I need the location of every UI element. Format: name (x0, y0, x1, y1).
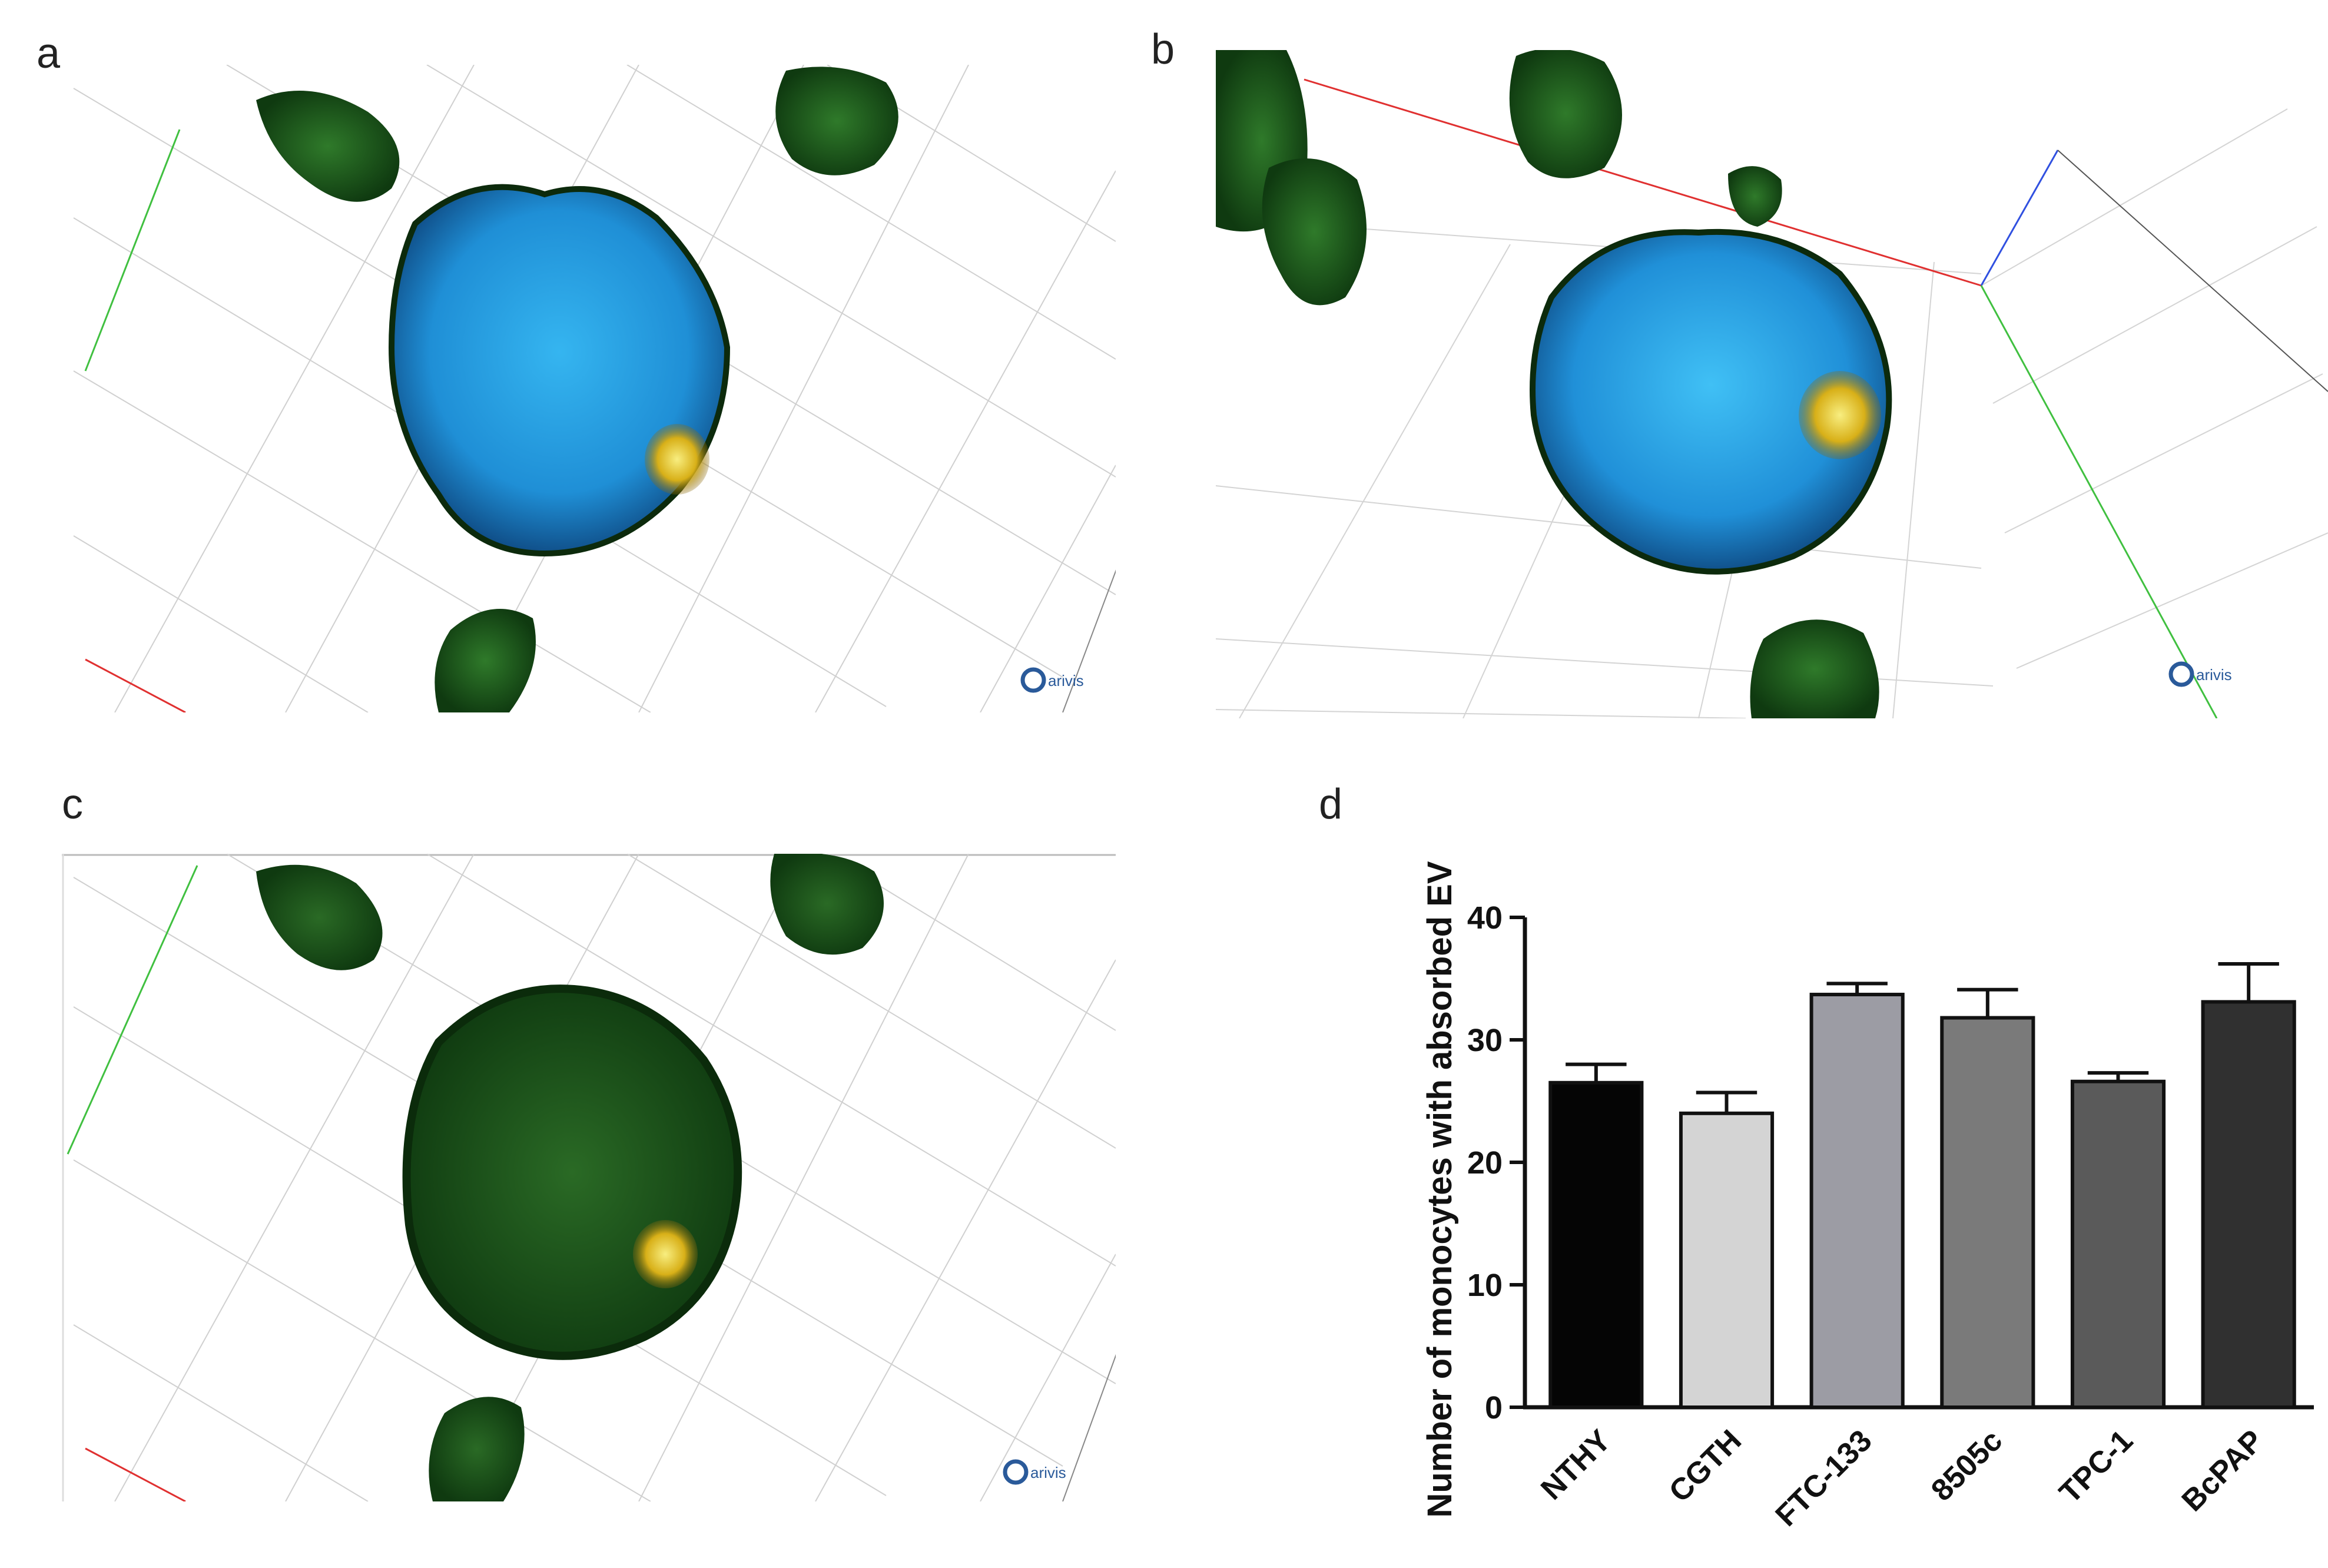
x-tick-label: FTC-133 (1769, 1423, 1879, 1533)
x-tick-label: BcPAP (2176, 1423, 2270, 1518)
ev-spot (633, 1220, 698, 1288)
bar (2201, 1000, 2296, 1409)
svg-text:arivis: arivis (1030, 1464, 1066, 1481)
x-tick-label: CGTH (1663, 1423, 1748, 1509)
y-axis: 0 10 20 30 40 (1467, 900, 2314, 1426)
bar (1940, 1016, 2035, 1409)
bar (1679, 1111, 1775, 1409)
ev-spot (1799, 371, 1881, 459)
svg-text:arivis: arivis (2196, 666, 2232, 684)
panel-label-b: b (1151, 26, 1175, 73)
axis-green (84, 129, 181, 372)
axis-green (67, 865, 198, 1155)
arivis-watermark: arivis (1020, 667, 1084, 693)
arivis-watermark: arivis (2168, 661, 2232, 687)
axis-green (1980, 285, 2218, 718)
y-tick-label: 10 (1467, 1268, 1503, 1303)
green-cell-top-left (256, 91, 400, 202)
green-cell-bottom (1750, 619, 1879, 718)
bar (1548, 1080, 1644, 1409)
green-cell-top (1509, 50, 1622, 178)
green-cell-small (1728, 166, 1782, 227)
panel-label-c: c (62, 781, 83, 828)
green-cell-left-2 (1262, 158, 1367, 306)
y-tick-label: 40 (1467, 900, 1503, 936)
panel-label-a: a (37, 30, 61, 77)
panel-a-render: arivis (62, 65, 1116, 712)
panel-label-d: d (1319, 781, 1343, 828)
axis-red (1304, 78, 1982, 287)
green-cell-top-right (775, 67, 898, 175)
svg-text:arivis: arivis (1048, 672, 1084, 689)
y-tick-label: 20 (1467, 1145, 1503, 1181)
axis-red (85, 1447, 186, 1501)
axis-blue (1980, 150, 2059, 286)
axis-red (85, 658, 186, 712)
y-tick-label: 30 (1467, 1023, 1503, 1058)
green-cell-top-right (770, 854, 884, 955)
bar (2070, 1079, 2166, 1410)
y-tick-label: 0 (1485, 1390, 1503, 1426)
x-tick-label: TPC-1 (2053, 1423, 2140, 1510)
bars (1548, 962, 2296, 1410)
arivis-watermark: arivis (1003, 1459, 1066, 1485)
green-cell-bottom (435, 609, 536, 712)
panel-b-render: arivis (1216, 50, 2328, 718)
bar-chart: Number of monocytes with absorbed EV 0 10… (1421, 861, 2314, 1533)
panel-c-render: arivis (62, 854, 1116, 1501)
nucleus-blue (388, 184, 731, 557)
cell-green-large (402, 984, 742, 1360)
axis-gray (2057, 150, 2328, 392)
x-tick-labels: NTHY CGTH FTC-133 8505c TPC-1 BcPAP (1534, 1423, 2270, 1533)
green-cell-bottom (429, 1397, 525, 1501)
ev-spot (645, 424, 709, 495)
green-cell-top-left (256, 864, 383, 970)
axis-gray (1062, 1354, 1116, 1501)
x-tick-label: 8505c (1925, 1423, 2009, 1507)
panel-d-chart: Number of monocytes with absorbed EV 0 10… (1372, 813, 2328, 1568)
y-axis-label: Number of monocytes with absorbed EV (1421, 861, 1459, 1517)
x-tick-label: NTHY (1534, 1423, 1617, 1506)
nucleus-blue (1530, 228, 1892, 575)
bar (1809, 993, 1905, 1410)
axis-gray (1062, 569, 1116, 712)
